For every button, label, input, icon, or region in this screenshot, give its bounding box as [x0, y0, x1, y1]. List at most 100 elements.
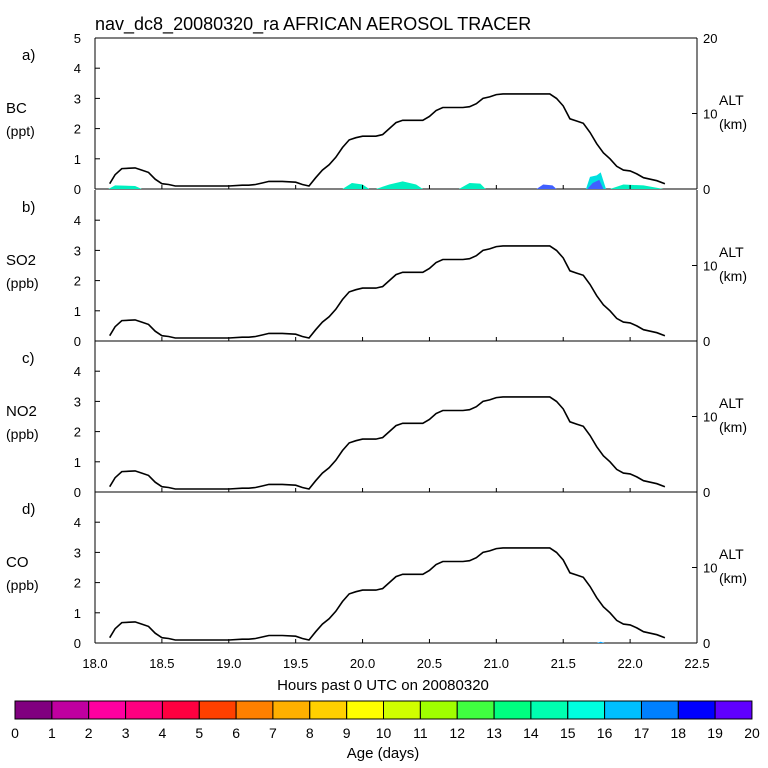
colorbar-swatch [346, 700, 385, 720]
x-tick-label: 22.0 [617, 656, 642, 671]
colorbar-tick-label: 12 [449, 725, 465, 741]
x-tick-label: 20.5 [417, 656, 442, 671]
alt-tick-label: 0 [703, 485, 710, 500]
panel-letter: a) [22, 47, 35, 64]
tracer-area [536, 184, 557, 189]
colorbar-tick-label: 16 [597, 725, 613, 741]
alt-unit-label: (km) [719, 268, 747, 284]
colorbar-tick-label: 4 [159, 725, 167, 741]
colorbar-tick-label: 1 [48, 725, 56, 741]
alt-unit-label: (km) [719, 570, 747, 586]
colorbar-tick-label: 18 [671, 725, 687, 741]
colorbar-tick-label: 7 [269, 725, 277, 741]
x-tick-label: 21.5 [551, 656, 576, 671]
y-tick-label: 4 [74, 515, 81, 530]
alt-axis-label: ALT [719, 244, 744, 260]
colorbar-swatch [419, 700, 458, 720]
tracer-area [610, 184, 664, 189]
colorbar-swatch [641, 700, 679, 720]
x-tick-label: 21.0 [484, 656, 509, 671]
panel-unit-label: (ppb) [6, 426, 39, 442]
y-tick-label: 2 [74, 122, 81, 137]
chart-title: nav_dc8_20080320_ra AFRICAN AEROSOL TRAC… [95, 14, 531, 35]
colorbar-swatch [161, 700, 200, 720]
colorbar-swatch [677, 700, 716, 720]
alt-tick-label: 20 [703, 31, 717, 46]
y-tick-label: 5 [74, 31, 81, 46]
panel-species-label: CO [6, 554, 29, 571]
alt-tick-label: 0 [703, 182, 710, 197]
colorbar-tick-label: 19 [707, 725, 723, 741]
colorbar-tick-label: 11 [413, 725, 428, 741]
tracer-area [342, 183, 370, 189]
colorbar-tick-label: 15 [560, 725, 576, 741]
colorbar-swatch [714, 700, 753, 720]
y-tick-label: 1 [74, 606, 81, 621]
x-tick-label: 18.5 [149, 656, 174, 671]
altitude-line [109, 245, 666, 339]
alt-axis-label: ALT [719, 395, 744, 411]
panel-letter: b) [22, 199, 35, 216]
alt-axis-label: ALT [719, 92, 744, 108]
y-tick-label: 4 [74, 213, 81, 228]
alt-tick-label: 10 [703, 107, 717, 122]
colorbar-tick-label: 13 [486, 725, 502, 741]
tracer-area [375, 181, 423, 189]
altitude-line [109, 547, 666, 641]
panel-unit-label: (ppb) [6, 577, 39, 593]
colorbar-tick-label: 20 [744, 725, 760, 741]
colorbar-swatch [530, 700, 569, 720]
colorbar-swatch [456, 700, 495, 720]
colorbar-swatch [493, 700, 532, 720]
y-tick-label: 2 [74, 576, 81, 591]
tracer-area [587, 179, 604, 189]
y-tick-label: 1 [74, 152, 81, 167]
y-tick-label: 3 [74, 91, 81, 106]
colorbar-label: Age (days) [347, 745, 420, 762]
colorbar-tick-label: 0 [11, 725, 19, 741]
y-tick-label: 0 [74, 485, 81, 500]
colorbar-tick-label: 9 [343, 725, 351, 741]
colorbar-tick-label: 8 [306, 725, 314, 741]
alt-axis-label: ALT [719, 546, 744, 562]
colorbar-tick-label: 3 [122, 725, 130, 741]
colorbar-swatch [383, 700, 421, 720]
y-tick-label: 4 [74, 364, 81, 379]
alt-tick-label: 10 [703, 561, 717, 576]
colorbar-swatch [88, 700, 127, 720]
colorbar-tick-label: 10 [376, 725, 392, 741]
panel-species-label: BC [6, 100, 27, 117]
colorbar-tick-label: 5 [195, 725, 203, 741]
tracer-area [596, 641, 605, 643]
x-tick-label: 20.0 [350, 656, 375, 671]
panel-1: 0 1 2 3 4 5 0 10 20 ALT (km) a) BC (ppt) [6, 31, 747, 197]
tracer-area [458, 183, 486, 189]
alt-unit-label: (km) [719, 419, 747, 435]
alt-tick-label: 10 [703, 259, 717, 274]
colorbar-swatch [198, 700, 237, 720]
x-tick-label: 19.5 [283, 656, 308, 671]
x-axis-ticks: 18.0 18.5 19.0 19.5 20.0 20.5 21.0 21.5 22.0 22.5 [82, 656, 709, 671]
colorbar-swatch [604, 700, 642, 720]
colorbar-tick-label: 14 [523, 725, 539, 741]
panel-letter: c) [22, 350, 35, 367]
panels: 01234501020ALT(km)a)BC(ppt)01234010ALT(k… [6, 31, 747, 671]
colorbar-swatch [14, 700, 53, 720]
y-tick-label: 1 [74, 304, 81, 319]
x-tick-label: 19.0 [216, 656, 241, 671]
colorbar-swatch [51, 700, 90, 720]
colorbar-swatch [235, 700, 274, 720]
colorbar-swatch [125, 700, 163, 720]
y-tick-label: 2 [74, 425, 81, 440]
y-tick-label: 0 [74, 334, 81, 349]
colorbar-swatch [309, 700, 348, 720]
y-tick-label: 1 [74, 455, 81, 470]
colorbar-tick-label: 17 [634, 725, 650, 741]
y-tick-label: 3 [74, 243, 81, 258]
panel-species-label: NO2 [6, 403, 37, 420]
y-tick-label: 0 [74, 182, 81, 197]
alt-tick-label: 10 [703, 410, 717, 425]
